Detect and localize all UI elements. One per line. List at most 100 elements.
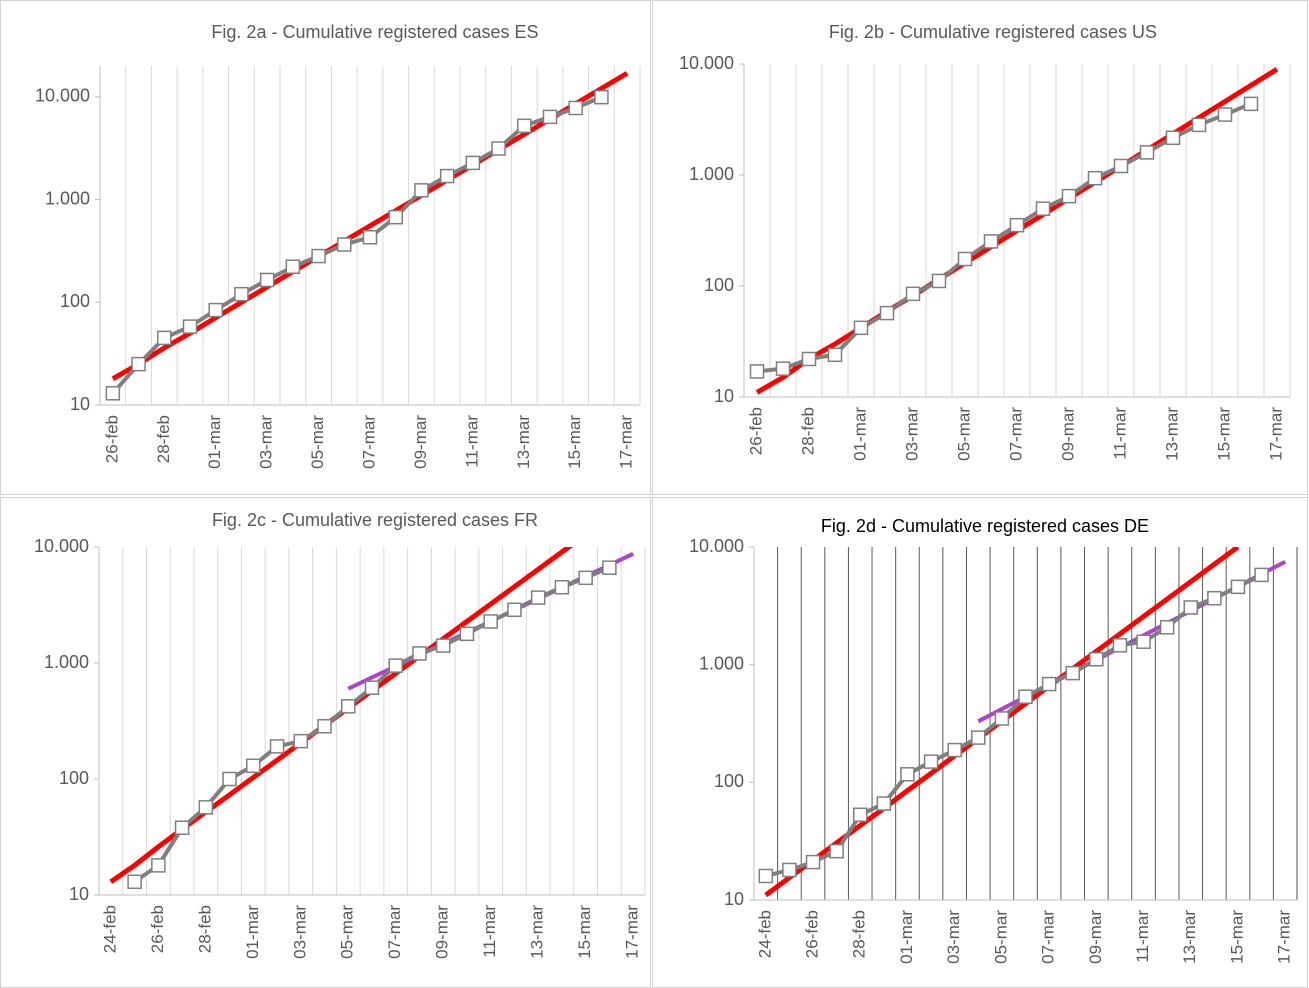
data-point xyxy=(293,733,309,749)
data-point xyxy=(1041,676,1057,692)
data-point xyxy=(412,646,427,661)
x-tick-label: 28-feb xyxy=(798,407,817,455)
data-point xyxy=(414,183,429,198)
y-tick-label: 10 xyxy=(724,889,744,909)
data-point xyxy=(782,862,797,878)
data-point xyxy=(198,800,214,815)
data-point xyxy=(1061,188,1077,204)
y-tick-label: 10.000 xyxy=(679,53,734,73)
x-tick-label: 05-mar xyxy=(308,415,327,469)
data-point xyxy=(758,868,774,884)
data-point xyxy=(957,251,973,267)
data-point xyxy=(1165,130,1181,146)
data-point xyxy=(530,590,546,605)
data-point xyxy=(388,658,403,673)
x-tick-label: 11-mar xyxy=(1133,910,1152,963)
data-point xyxy=(269,739,285,754)
data-point xyxy=(364,680,380,695)
data-point xyxy=(259,272,275,288)
y-tick-label: 1.000 xyxy=(699,653,744,673)
data-point xyxy=(337,237,352,252)
data-point xyxy=(1018,689,1033,704)
data-point xyxy=(801,351,817,367)
data-point xyxy=(1113,158,1129,174)
y-tick-label: 1.000 xyxy=(44,652,89,672)
data-point xyxy=(594,89,609,105)
x-tick-label: 26-feb xyxy=(102,415,121,463)
data-point xyxy=(285,259,301,274)
data-point xyxy=(507,602,522,618)
data-point xyxy=(1183,600,1199,615)
data-point xyxy=(983,234,999,249)
data-point xyxy=(151,858,166,873)
data-point xyxy=(1207,590,1222,606)
y-tick-label: 100 xyxy=(60,291,90,311)
x-tick-label: 07-mar xyxy=(359,415,378,469)
x-tick-label: 13-mar xyxy=(1180,910,1199,964)
chart-title: Fig. 2c - Cumulative registered cases FR xyxy=(212,510,538,530)
x-tick-label: 01-mar xyxy=(205,415,224,469)
series-line xyxy=(111,71,629,381)
data-point xyxy=(805,854,821,870)
x-tick-label: 15-mar xyxy=(575,905,594,959)
x-tick-label: 11-mar xyxy=(480,905,499,958)
x-tick-label: 09-mar xyxy=(1058,407,1077,461)
y-tick-label: 100 xyxy=(704,275,734,295)
data-point xyxy=(435,638,451,653)
y-tick-label: 10 xyxy=(69,884,89,904)
x-tick-label: 13-mar xyxy=(528,905,547,959)
x-tick-label: 15-mar xyxy=(565,415,584,469)
data-point xyxy=(234,286,249,302)
data-point xyxy=(517,118,532,134)
x-tick-label: 11-mar xyxy=(1110,407,1129,460)
data-point xyxy=(1139,145,1155,160)
data-point xyxy=(439,168,455,184)
data-point xyxy=(1035,201,1051,216)
x-tick-label: 03-mar xyxy=(257,415,276,469)
data-point xyxy=(829,843,844,859)
data-point xyxy=(341,699,356,714)
data-point xyxy=(1159,620,1175,635)
x-tick-label: 03-mar xyxy=(290,905,309,959)
data-point xyxy=(491,141,506,156)
x-tick-label: 26-feb xyxy=(746,407,765,455)
panel-frame xyxy=(652,0,1308,495)
data-point xyxy=(852,807,868,823)
data-point xyxy=(905,286,921,302)
data-point xyxy=(568,100,583,116)
data-point xyxy=(971,730,986,745)
data-point xyxy=(1065,665,1080,681)
data-point xyxy=(994,711,1010,726)
panel-frame xyxy=(0,497,651,988)
data-point xyxy=(900,767,915,782)
data-point xyxy=(127,874,142,890)
data-point xyxy=(1191,117,1207,133)
data-point xyxy=(1254,567,1269,583)
x-tick-label: 05-mar xyxy=(338,905,357,959)
x-tick-label: 13-mar xyxy=(1162,407,1181,461)
chart-panel: Fig. 2c - Cumulative registered cases FR… xyxy=(34,510,646,959)
data-point xyxy=(208,302,223,318)
data-point xyxy=(222,771,237,787)
x-tick-label: 28-feb xyxy=(154,415,173,463)
y-tick-label: 10 xyxy=(70,394,90,414)
x-tick-label: 05-mar xyxy=(991,910,1010,964)
data-point xyxy=(1217,107,1233,122)
x-tick-label: 17-mar xyxy=(1266,407,1285,461)
y-tick-label: 1.000 xyxy=(689,164,734,184)
x-tick-label: 15-mar xyxy=(1227,910,1246,964)
data-point xyxy=(554,579,570,595)
x-tick-label: 09-mar xyxy=(433,905,452,959)
y-tick-label: 10 xyxy=(714,386,734,406)
data-point xyxy=(947,742,962,758)
data-point xyxy=(931,273,947,289)
x-tick-label: 24-feb xyxy=(755,910,774,958)
data-point xyxy=(602,560,617,575)
data-point xyxy=(1112,638,1128,653)
x-tick-label: 15-mar xyxy=(1214,407,1233,461)
chart-title: Fig. 2a - Cumulative registered cases ES xyxy=(211,22,538,42)
data-point xyxy=(311,248,326,264)
series-line xyxy=(133,565,611,884)
panel-frame xyxy=(0,0,651,495)
